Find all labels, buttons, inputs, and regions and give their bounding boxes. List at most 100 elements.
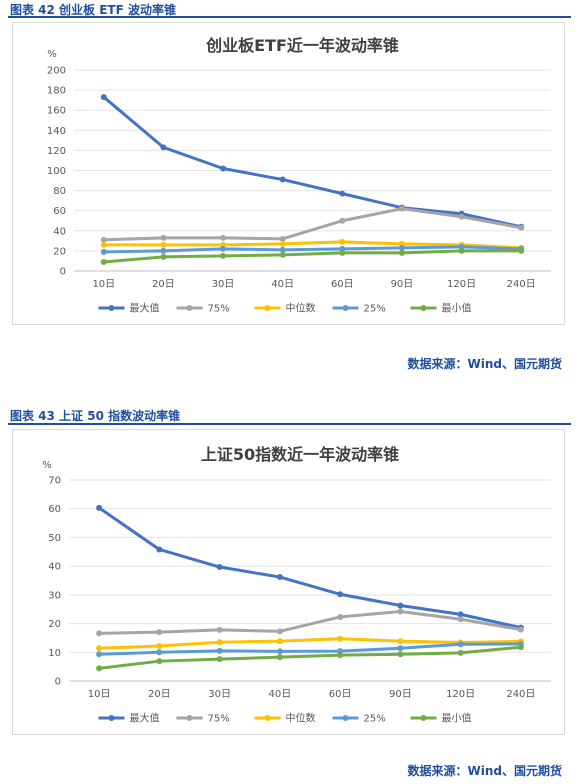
caption-rule — [8, 423, 571, 425]
x-tick-label: 30日 — [212, 279, 235, 290]
data-point — [156, 629, 163, 636]
y-tick-label: 60 — [53, 206, 66, 217]
series-line — [102, 249, 523, 264]
data-point — [397, 608, 404, 615]
chart-svg: 上证50指数近一年波动率锥% 0 10 20 30 40 50 60 70 10日 20日 30日 40… — [42, 445, 551, 725]
data-point — [517, 626, 524, 633]
data-point — [220, 234, 227, 241]
series-line — [102, 245, 523, 254]
legend-label: 最大值 — [130, 712, 160, 725]
data-point — [100, 236, 107, 243]
data-point — [518, 224, 525, 231]
data-point — [339, 217, 346, 224]
legend-item: 中位数 — [254, 302, 316, 315]
x-tick-label: 20日 — [148, 689, 171, 700]
data-point — [397, 651, 404, 658]
series-line — [97, 642, 523, 656]
y-unit-label: % — [42, 460, 52, 471]
data-point — [96, 645, 103, 652]
chart-volatility-cone-sse50: 上证50指数近一年波动率锥% 0 10 20 30 40 50 60 70 10日 20日 30日 40… — [12, 429, 565, 735]
y-tick-label: 140 — [47, 126, 66, 137]
legend-item: 75% — [176, 304, 230, 315]
data-point — [279, 246, 286, 253]
x-tick-label: 90日 — [391, 279, 414, 290]
chart-volatility-cone-chinext: 创业板ETF近一年波动率锥% 0 20 40 60 80 100 120 140 160 180 20… — [12, 22, 565, 325]
data-point — [276, 574, 283, 581]
legend-label: 中位数 — [286, 302, 316, 315]
data-point — [220, 245, 227, 252]
data-point — [398, 244, 405, 251]
data-point — [457, 649, 464, 656]
data-point — [160, 144, 167, 151]
data-point — [100, 248, 107, 255]
legend-marker — [420, 715, 427, 721]
data-point — [457, 641, 464, 648]
data-point — [220, 165, 227, 172]
data-point — [100, 94, 107, 101]
data-point — [339, 190, 346, 197]
source-note: 数据来源：Wind、国元期货 — [407, 764, 562, 778]
data-point — [279, 240, 286, 247]
legend-label: 中位数 — [286, 712, 316, 725]
y-tick-label: 180 — [47, 86, 66, 97]
legend-marker — [186, 305, 193, 311]
y-tick-label: 20 — [48, 619, 61, 630]
x-tick-label: 30日 — [208, 689, 231, 700]
legend-marker — [108, 715, 115, 721]
data-point — [458, 247, 465, 254]
data-point — [337, 591, 344, 598]
series-line — [102, 240, 523, 250]
legend-item: 最大值 — [98, 712, 160, 725]
y-tick-label: 160 — [47, 106, 66, 117]
legend-label: 25% — [364, 304, 386, 315]
data-point — [397, 645, 404, 652]
legend-marker — [186, 715, 193, 721]
data-point — [96, 504, 103, 511]
data-point — [276, 654, 283, 661]
chart-svg: 创业板ETF近一年波动率锥% 0 20 40 60 80 100 120 140 160 180 20… — [47, 36, 551, 315]
figure-caption: 图表 42 创业板 ETF 波动率锥 — [10, 3, 176, 17]
data-point — [337, 652, 344, 659]
data-point — [160, 247, 167, 254]
chart-title: 上证50指数近一年波动率锥 — [201, 445, 399, 464]
legend-marker — [342, 305, 349, 311]
legend-marker — [420, 305, 427, 311]
x-tick-label: 60日 — [331, 279, 354, 290]
data-point — [279, 176, 286, 183]
data-point — [220, 252, 227, 259]
y-tick-label: 40 — [53, 226, 66, 237]
source-note: 数据来源：Wind、国元期货 — [407, 357, 562, 371]
data-point — [457, 616, 464, 623]
series-line — [102, 95, 523, 229]
legend-label: 25% — [364, 714, 386, 725]
data-point — [216, 626, 223, 633]
x-tick-label: 20日 — [152, 279, 175, 290]
data-point — [518, 247, 525, 254]
legend-item: 25% — [332, 714, 386, 725]
data-point — [96, 630, 103, 637]
data-point — [160, 241, 167, 248]
legend-item: 最小值 — [410, 302, 472, 315]
data-point — [276, 638, 283, 645]
data-point — [398, 249, 405, 256]
data-point — [100, 241, 107, 248]
y-tick-label: 200 — [47, 66, 66, 77]
x-tick-label: 40日 — [269, 689, 292, 700]
data-point — [216, 564, 223, 571]
x-tick-label: 120日 — [447, 279, 476, 290]
data-point — [279, 235, 286, 242]
series-line — [102, 207, 523, 242]
legend-item: 最大值 — [98, 302, 160, 315]
y-tick-label: 60 — [48, 504, 61, 515]
y-unit-label: % — [47, 49, 57, 60]
data-point — [276, 648, 283, 655]
y-tick-label: 70 — [48, 476, 61, 487]
data-point — [517, 644, 524, 651]
legend-label: 75% — [208, 304, 230, 315]
x-tick-label: 60日 — [329, 689, 352, 700]
legend-marker — [264, 305, 271, 311]
series-line — [97, 610, 523, 635]
legend-item: 25% — [332, 304, 386, 315]
x-tick-label: 40日 — [271, 279, 294, 290]
data-point — [100, 258, 107, 265]
